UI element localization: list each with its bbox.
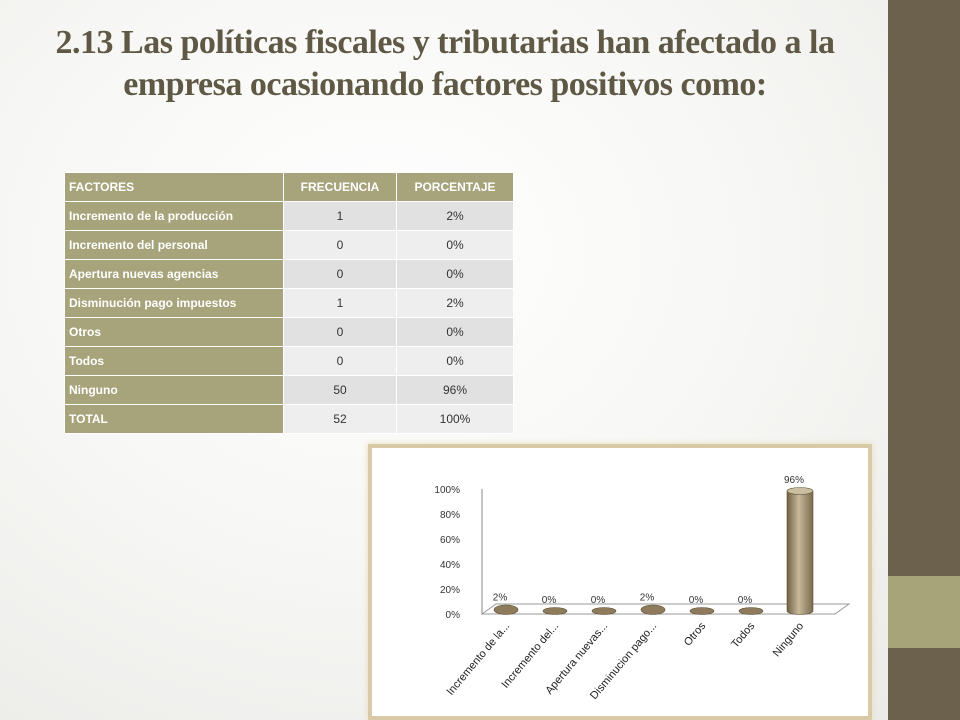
header-factores: FACTORES <box>64 172 284 202</box>
category-label: Todos <box>729 620 757 651</box>
table-total-row: TOTAL 52 100% <box>64 404 514 434</box>
data-label: 0% <box>542 595 557 606</box>
frequency-cell: 0 <box>283 317 397 347</box>
y-tick-label: 40% <box>440 560 460 571</box>
y-tick-label: 60% <box>440 535 460 546</box>
data-label: 2% <box>640 593 655 604</box>
y-tick-label: 100% <box>434 485 460 496</box>
factor-cell: Ninguno <box>64 375 284 405</box>
percentage-cell: 0% <box>396 259 514 289</box>
frequency-cell: 1 <box>283 288 397 318</box>
data-label: 0% <box>591 595 606 606</box>
table-row: Incremento de la producción 1 2% <box>64 201 514 231</box>
bar-top <box>786 487 814 495</box>
factor-cell: TOTAL <box>64 404 284 434</box>
bar <box>738 607 764 615</box>
bar <box>493 604 519 615</box>
data-label: 2% <box>493 593 508 604</box>
table-header-row: FACTORES FRECUENCIA PORCENTAJE <box>64 172 514 202</box>
percentage-cell: 0% <box>396 346 514 376</box>
table-row: Disminución pago impuestos 1 2% <box>64 288 514 318</box>
frequency-cell: 52 <box>283 404 397 434</box>
bar-chart: 0%20%40%60%80%100%2%Incremento de la...0… <box>434 475 851 702</box>
percentage-cell: 2% <box>396 288 514 318</box>
table-row: Otros 0 0% <box>64 317 514 347</box>
factor-cell: Incremento del personal <box>64 230 284 260</box>
frequency-table: FACTORES FRECUENCIA PORCENTAJE Increment… <box>64 172 514 434</box>
data-label: 96% <box>784 475 804 486</box>
side-accent <box>888 576 960 648</box>
factor-cell: Apertura nuevas agencias <box>64 259 284 289</box>
factor-cell: Todos <box>64 346 284 376</box>
data-label: 0% <box>689 595 704 606</box>
factor-cell: Disminución pago impuestos <box>64 288 284 318</box>
category-label: Ninguno <box>771 620 807 659</box>
slide-title: 2.13 Las políticas fiscales y tributaria… <box>55 24 835 103</box>
factor-cell: Incremento de la producción <box>64 201 284 231</box>
header-frecuencia: FRECUENCIA <box>283 172 397 202</box>
bar <box>689 607 715 615</box>
y-tick-label: 0% <box>446 610 461 621</box>
table-row: Incremento del personal 0 0% <box>64 230 514 260</box>
y-tick-label: 20% <box>440 585 460 596</box>
bar <box>542 607 568 615</box>
frequency-cell: 0 <box>283 346 397 376</box>
y-tick-label: 80% <box>440 510 460 521</box>
bar <box>591 607 617 615</box>
header-porcentaje: PORCENTAJE <box>396 172 514 202</box>
bar <box>640 604 666 615</box>
percentage-cell: 0% <box>396 230 514 260</box>
table-row: Todos 0 0% <box>64 346 514 376</box>
chart-frame: 0% 20% 40% 60% 80% 100% 2% Incremento de la... 0… <box>368 444 872 720</box>
percentage-cell: 100% <box>396 404 514 434</box>
table-row: Ninguno 50 96% <box>64 375 514 405</box>
factor-cell: Otros <box>64 317 284 347</box>
category-label: Otros <box>682 620 709 649</box>
bar <box>786 490 814 615</box>
table-row: Apertura nuevas agencias 0 0% <box>64 259 514 289</box>
frequency-cell: 0 <box>283 259 397 289</box>
percentage-cell: 96% <box>396 375 514 405</box>
frequency-cell: 50 <box>283 375 397 405</box>
frequency-cell: 0 <box>283 230 397 260</box>
percentage-cell: 2% <box>396 201 514 231</box>
frequency-cell: 1 <box>283 201 397 231</box>
data-label: 0% <box>738 595 753 606</box>
percentage-cell: 0% <box>396 317 514 347</box>
